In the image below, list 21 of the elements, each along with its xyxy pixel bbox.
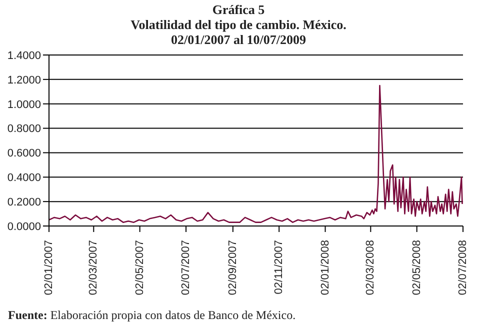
y-tick-label: 1.0000: [7, 98, 41, 111]
x-tick-label: 02/09/2007: [226, 240, 239, 296]
x-tick-label: 02/11/2007: [273, 240, 286, 294]
x-tick-label: 02/05/2008: [410, 240, 423, 296]
source-note: Fuente: Elaboración propia con datos de Banco de México.: [8, 308, 296, 323]
y-tick-label: 1.2000: [7, 74, 41, 86]
y-tick-label: 1.4000: [7, 50, 41, 62]
y-tick-label: 0.8000: [7, 123, 41, 136]
x-tick-label: 02/01/2007: [43, 240, 55, 296]
y-tick-label: 0.2000: [7, 196, 41, 208]
y-tick-label: 0.6000: [7, 148, 41, 160]
x-tick-label: 02/07/2008: [457, 240, 469, 296]
x-tick-label: 02/07/2007: [180, 240, 192, 296]
y-tick-label: 0.0000: [7, 220, 41, 233]
x-tick-label: 02/05/2007: [134, 240, 146, 296]
y-tick-label: 0.4000: [7, 172, 41, 184]
x-tick-label: 02/01/2008: [319, 240, 332, 296]
x-tick-label: 02/03/2008: [364, 240, 377, 296]
chart-title: Gráfica 5: [211, 2, 266, 17]
x-tick-label: 02/03/2007: [88, 240, 100, 296]
chart-subtitle: Volatilidad del tipo de cambio. México. 02/01/2007 al 10/07/2009: [130, 17, 348, 47]
